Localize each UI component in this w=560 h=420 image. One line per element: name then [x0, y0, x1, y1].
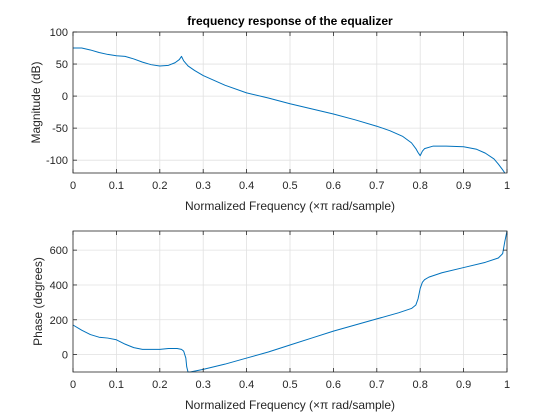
phase-x-ticks: 0 0.1 0.2 0.3 0.4 0.5 0.6 0.7 0.8 0.9 1 — [70, 231, 510, 391]
phase-x-tick-label: 0.4 — [239, 379, 254, 391]
phase-ylabel: Phase (degrees) — [31, 257, 45, 346]
phase-x-tick-label: 0.7 — [369, 379, 384, 391]
phase-y-ticks: 0 200 400 600 — [50, 245, 507, 362]
phase-x-tick-label: 1 — [504, 379, 510, 391]
phase-y-tick-label: 200 — [50, 315, 68, 327]
magnitude-y-tick-label: -100 — [46, 155, 68, 167]
phase-y-tick-label: 0 — [62, 350, 68, 362]
magnitude-ylabel: Magnitude (dB) — [29, 61, 43, 143]
magnitude-series — [73, 47, 506, 174]
phase-x-tick-label: 0 — [70, 379, 76, 391]
phase-plot: 0 0.1 0.2 0.3 0.4 0.5 0.6 0.7 0.8 0.9 1 0 200 400 600… — [31, 230, 510, 412]
magnitude-x-tick-label: 0.7 — [369, 180, 384, 192]
magnitude-xlabel: Normalized Frequency (×π rad/sample) — [185, 199, 395, 213]
magnitude-x-tick-label: 0.3 — [196, 180, 211, 192]
phase-y-tick-label: 400 — [50, 280, 68, 292]
phase-response-line — [72, 230, 508, 373]
magnitude-y-tick-label: 50 — [56, 59, 68, 71]
magnitude-y-tick-label: 100 — [50, 27, 68, 39]
phase-x-tick-label: 0.3 — [196, 379, 211, 391]
magnitude-y-tick-label: -50 — [52, 123, 68, 135]
magnitude-x-tick-label: 0.8 — [413, 180, 428, 192]
magnitude-y-tick-label: 0 — [62, 91, 68, 103]
magnitude-plot: 0 0.1 0.2 0.3 0.4 0.5 0.6 0.7 0.8 0.9 1 -100 -50 0 50… — [29, 14, 510, 213]
magnitude-x-tick-label: 0 — [70, 180, 76, 192]
phase-series — [72, 230, 508, 373]
magnitude-response-line — [73, 47, 506, 174]
phase-x-tick-label: 0.1 — [109, 379, 124, 391]
magnitude-x-tick-label: 0.4 — [239, 180, 254, 192]
phase-x-tick-label: 0.2 — [152, 379, 167, 391]
magnitude-x-tick-label: 0.6 — [326, 180, 341, 192]
magnitude-y-ticks: -100 -50 0 50 100 — [46, 27, 507, 167]
phase-x-tick-label: 0.8 — [413, 379, 428, 391]
phase-y-tick-label: 600 — [50, 245, 68, 257]
phase-xlabel: Normalized Frequency (×π rad/sample) — [185, 398, 395, 412]
phase-x-tick-label: 0.5 — [282, 379, 297, 391]
magnitude-x-tick-label: 0.1 — [109, 180, 124, 192]
magnitude-x-tick-label: 0.9 — [456, 180, 471, 192]
magnitude-x-tick-label: 1 — [504, 180, 510, 192]
magnitude-x-ticks: 0 0.1 0.2 0.3 0.4 0.5 0.6 0.7 0.8 0.9 1 — [70, 32, 510, 192]
magnitude-x-tick-label: 0.2 — [152, 180, 167, 192]
magnitude-title: frequency response of the equalizer — [187, 14, 393, 28]
magnitude-x-tick-label: 0.5 — [282, 180, 297, 192]
phase-x-tick-label: 0.9 — [456, 379, 471, 391]
phase-x-tick-label: 0.6 — [326, 379, 341, 391]
